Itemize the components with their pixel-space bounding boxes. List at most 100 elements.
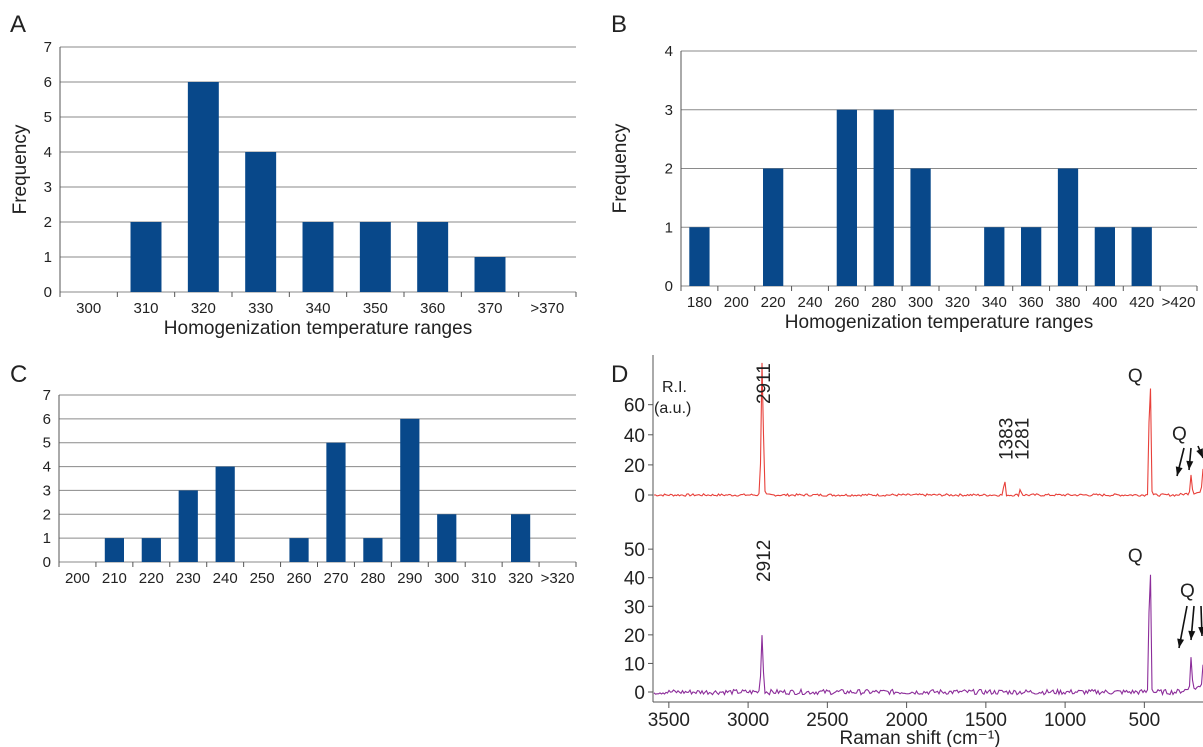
panel-c-bar (104, 538, 124, 562)
panel-c-x-tick-label: 220 (139, 570, 164, 587)
panel-b-chart: 0 1 2 3 4 180 200 220 240 260 280 300 320 340 360 380 40… (610, 43, 1198, 333)
panel-d-y-axis-unit: (a.u.) (654, 400, 691, 417)
panel-a-x-tick-label: 330 (248, 300, 273, 317)
panel-d-arrow-head (1186, 460, 1194, 470)
panel-c-x-tick-label: 280 (360, 570, 385, 587)
panel-c-x-tick-label: 320 (508, 570, 533, 587)
panel-a-bar (245, 152, 277, 292)
panel-a-y-tick-label: 0 (44, 284, 52, 301)
panel-c-bar (215, 466, 235, 562)
panel-a-x-tick-label: 320 (191, 300, 216, 317)
panel-letter-b: B (611, 11, 627, 38)
panel-c-bar (178, 490, 198, 562)
panel-a-x-tick-label: 360 (420, 300, 445, 317)
panel-d-x-tick-label: 500 (1129, 710, 1161, 731)
panel-c-x-tick-label: 200 (65, 570, 90, 587)
panel-b-bar (910, 168, 931, 286)
panel-a-y-tick-label: 5 (44, 109, 52, 126)
panel-b-x-tick-label: 280 (871, 294, 896, 311)
panel-letter-c: C (10, 361, 27, 388)
panel-d-y-tick-label: 40 (624, 569, 645, 590)
panel-c-bar (326, 442, 346, 562)
panel-c-bar (141, 538, 161, 562)
panel-d-x-tick-label: 3000 (727, 710, 769, 731)
panel-d-y-tick-label: 40 (624, 426, 645, 447)
panel-d-x-tick-label: 2000 (885, 710, 927, 731)
panel-b-x-tick-label: 220 (761, 294, 786, 311)
panel-b-y-tick-label: 0 (665, 278, 673, 295)
panel-a-y-tick-label: 3 (44, 179, 52, 196)
panel-a-y-tick-label: 6 (44, 74, 52, 91)
panel-a-y-tick-label: 7 (44, 39, 52, 56)
panel-b-x-tick-label: 420 (1129, 294, 1154, 311)
panel-b-x-axis-title: Homogenization temperature ranges (785, 312, 1093, 333)
panel-a-chart: 0 1 2 3 4 5 6 7 300 310 320 330 340 350 360 370 >370 Homo… (10, 39, 577, 339)
panel-d-arrow-head (1177, 638, 1185, 648)
panel-b-bar (1021, 227, 1042, 286)
panel-a-bar (302, 222, 334, 292)
panel-b-bar (763, 168, 784, 286)
panel-c-bar (400, 418, 420, 562)
panel-b-x-tick-label: 180 (687, 294, 712, 311)
panel-c-x-tick-label: 310 (471, 570, 496, 587)
panel-c-x-tick-label: 260 (287, 570, 312, 587)
panel-a-x-tick-label: 310 (133, 300, 158, 317)
panel-a-x-tick-label: 350 (363, 300, 388, 317)
panel-d-arrow-head (1175, 466, 1183, 476)
panel-d-peak-label: 1383 (996, 418, 1017, 460)
panel-c-y-tick-label: 0 (43, 554, 51, 571)
panel-a-y-tick-label: 2 (44, 214, 52, 231)
panel-d-y-tick-label: 50 (624, 540, 645, 561)
panel-b-x-tick-label: >420 (1162, 294, 1196, 311)
panel-a-y-tick-label: 1 (44, 249, 52, 266)
panel-d-x-tick-label: 2500 (806, 710, 848, 731)
panel-b-x-tick-label: 360 (1019, 294, 1044, 311)
panel-b-bar (984, 227, 1005, 286)
panel-d-y-tick-label: 30 (624, 597, 645, 618)
panel-c-y-tick-label: 7 (43, 387, 51, 404)
panel-a-x-tick-label: >370 (530, 300, 564, 317)
panel-d-arrow-head (1196, 448, 1203, 458)
panel-c-x-tick-label: >320 (541, 570, 575, 587)
panel-c-x-tick-label: 300 (434, 570, 459, 587)
panel-a-x-axis-title: Homogenization temperature ranges (164, 318, 472, 339)
panel-c-y-tick-label: 4 (43, 459, 51, 476)
panel-d-peak-label: 1281 (1013, 418, 1034, 460)
panel-c-x-tick-label: 250 (250, 570, 275, 587)
panel-b-x-tick-label: 340 (982, 294, 1007, 311)
panel-a-x-tick-label: 370 (477, 300, 502, 317)
panel-c-x-tick-label: 290 (397, 570, 422, 587)
panel-b-bar (1094, 227, 1115, 286)
panel-d-y-tick-label: 10 (624, 654, 645, 675)
panel-c-x-tick-label: 270 (323, 570, 348, 587)
panel-d-y-tick-label: 0 (634, 486, 645, 507)
panel-d-cluster-label: Q (1180, 581, 1195, 602)
panel-d-y-tick-label: 20 (624, 626, 645, 647)
panel-d-spectrum-line (653, 362, 1203, 498)
panel-d-arrow-head (1188, 630, 1196, 640)
panel-d-y-tick-label: 60 (624, 396, 645, 417)
panel-b-bar (1131, 227, 1152, 286)
panel-b-bar (689, 227, 710, 286)
panel-a-bar (187, 82, 219, 292)
panel-a-x-tick-label: 340 (305, 300, 330, 317)
panel-c-bar (363, 538, 383, 562)
panel-c-x-tick-label: 210 (102, 570, 127, 587)
panel-d-y-axis-title: R.I. (662, 379, 687, 396)
panel-d-x-axis-title: Raman shift (cm⁻¹) (840, 728, 1001, 747)
panel-b-y-tick-label: 4 (665, 43, 673, 60)
panel-d-peak-label: Q (1128, 546, 1143, 567)
panel-b-bar (873, 109, 894, 286)
panel-c-y-tick-label: 6 (43, 411, 51, 428)
panel-c-bar (289, 538, 309, 562)
panel-a-bar (474, 257, 506, 292)
panel-letter-a: A (10, 11, 26, 38)
panel-b-bar (1057, 168, 1079, 286)
panel-c-bar (437, 514, 457, 562)
panel-d-peak-label: 2911 (754, 363, 775, 404)
panel-a-y-axis-title: Frequency (10, 124, 31, 214)
panel-c-bar (511, 514, 531, 562)
panel-c-y-tick-label: 5 (43, 435, 51, 452)
panel-b-x-tick-label: 200 (724, 294, 749, 311)
